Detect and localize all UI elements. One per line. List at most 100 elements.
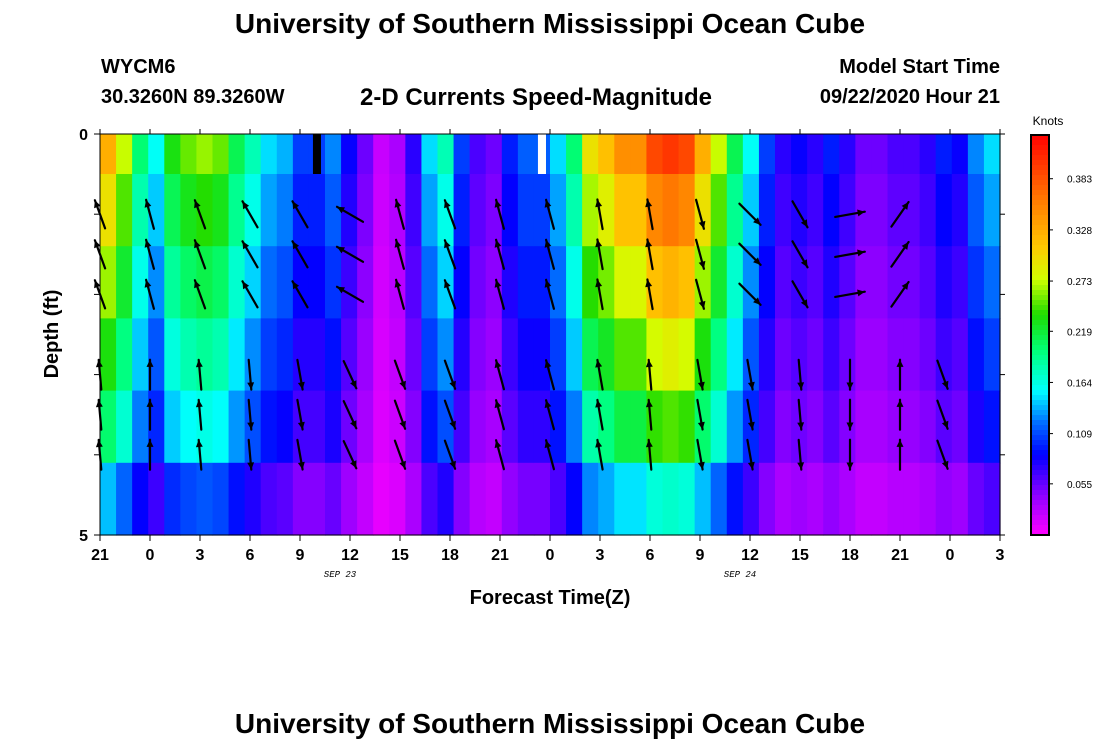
heatmap-cell: [373, 134, 390, 174]
colorbar-swatch: [1031, 460, 1049, 466]
heatmap-cell: [292, 462, 310, 536]
heatmap-cell: [823, 246, 840, 319]
colorbar-tick-label: 0.109: [1067, 430, 1092, 441]
heatmap-cell: [710, 318, 728, 392]
heatmap-cell: [357, 462, 374, 536]
heatmap-cell: [839, 318, 856, 392]
heatmap-cell: [100, 174, 117, 247]
arrow-head: [800, 219, 808, 228]
heatmap-cell: [292, 174, 310, 247]
heatmap-cell: [244, 246, 262, 319]
velocity-arrow: [144, 238, 155, 270]
heatmap-cell: [855, 174, 873, 247]
missing-data-cell: [312, 134, 321, 174]
heatmap-cell: [630, 462, 648, 536]
heatmap-cell: [566, 318, 583, 392]
heatmap-cell: [276, 462, 294, 536]
arrow-head: [595, 359, 603, 368]
velocity-arrow: [791, 280, 809, 309]
velocity-arrow: [193, 279, 207, 310]
heatmap-cell: [726, 174, 744, 247]
heatmap-cell: [839, 390, 856, 464]
heatmap-cell: [983, 462, 1001, 536]
heatmap-cell: [662, 246, 680, 319]
heatmap-cell: [646, 318, 664, 392]
x-tick-label: 6: [246, 547, 255, 564]
heatmap-cell: [710, 462, 728, 536]
colorbar-tick-label: 0.328: [1067, 226, 1092, 237]
velocity-arrow: [195, 438, 203, 471]
heatmap-cell: [421, 390, 439, 464]
heatmap-cell: [501, 318, 519, 392]
heatmap-cell: [839, 134, 856, 174]
heatmap-cell: [823, 462, 840, 536]
heatmap-cell: [678, 462, 696, 536]
heatmap-cell: [212, 318, 230, 392]
colorbar-swatch: [1031, 525, 1049, 531]
heatmap-cell: [742, 174, 760, 247]
colorbar-swatch: [1031, 200, 1049, 206]
heatmap-cell: [630, 318, 648, 392]
heatmap-cell: [116, 390, 133, 464]
heatmap-cell: [469, 390, 487, 464]
heatmap-cell: [533, 246, 551, 319]
heatmap-cell: [646, 462, 664, 536]
heatmap-cell: [292, 318, 310, 392]
velocity-arrow: [146, 398, 154, 431]
heatmap-cell: [919, 390, 937, 464]
heatmap-cell: [919, 318, 937, 392]
heatmap-cell: [823, 390, 840, 464]
arrow-head: [857, 249, 865, 257]
arrow-head: [194, 280, 201, 289]
arrow-head: [444, 200, 451, 209]
heatmap-cell: [582, 318, 599, 392]
velocity-arrow: [393, 359, 407, 390]
heatmap-cell: [726, 134, 744, 174]
arrow-head: [297, 381, 305, 390]
arrow-head: [146, 359, 154, 367]
heatmap-cell: [646, 134, 664, 174]
velocity-arrow: [694, 198, 706, 230]
colorbar-swatch: [1031, 185, 1049, 191]
colorbar-swatch: [1031, 480, 1049, 486]
arrow-head: [896, 399, 904, 407]
heatmap-cell: [550, 462, 567, 536]
arrow-head: [292, 201, 300, 210]
heatmap-cell: [758, 318, 776, 392]
heatmap-cell: [678, 390, 696, 464]
colorbar-swatch: [1031, 210, 1049, 216]
velocity-arrow: [896, 438, 904, 471]
arrow-head: [444, 240, 451, 249]
heatmap-cell: [566, 174, 583, 247]
arrow-head: [544, 279, 552, 288]
heatmap-cell: [807, 462, 824, 536]
heatmap-cell: [662, 462, 680, 536]
x-tick-label: 3: [196, 547, 205, 564]
heatmap-cell: [180, 462, 198, 536]
heatmap-cell: [389, 390, 406, 464]
heatmap-cell: [791, 318, 808, 392]
heatmap-cell: [533, 318, 551, 392]
heatmap-cell: [469, 174, 487, 247]
heatmap-cell: [839, 462, 856, 536]
heatmap-cell: [533, 390, 551, 464]
arrow-head: [494, 199, 502, 208]
heatmap-cell: [887, 246, 905, 319]
colorbar-swatch: [1031, 370, 1049, 376]
velocity-arrow: [195, 358, 203, 391]
colorbar-swatch: [1031, 415, 1049, 421]
colorbar-swatch: [1031, 260, 1049, 266]
velocity-arrow: [296, 358, 305, 391]
colorbar-swatch: [1031, 530, 1049, 536]
heatmap-cell: [357, 318, 374, 392]
heatmap-cell: [260, 462, 278, 536]
heatmap-cell: [678, 318, 696, 392]
heatmap-cell: [791, 390, 808, 464]
velocity-arrow: [936, 399, 949, 430]
arrow-head: [595, 239, 603, 248]
heatmap-cell: [710, 390, 728, 464]
heatmap-cell: [742, 318, 760, 392]
velocity-arrow: [342, 440, 358, 470]
colorbar-swatch: [1031, 255, 1049, 261]
